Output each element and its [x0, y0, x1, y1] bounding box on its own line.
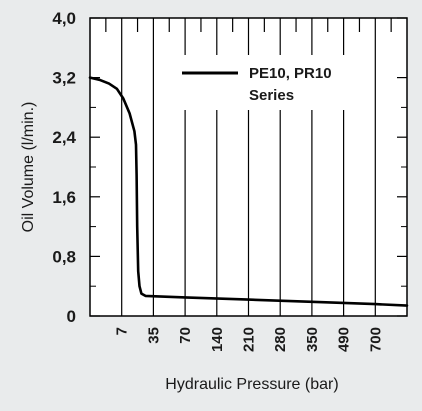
x-tick-label: 210 [241, 327, 258, 352]
y-tick-label: 3,2 [52, 69, 76, 88]
x-tick-label: 7 [114, 327, 131, 335]
x-tick-label: 70 [177, 327, 194, 344]
x-axis-ticks: 7 35 70 140 210 280 350 490 700 [114, 327, 385, 352]
plot-frame [89, 17, 408, 317]
y-tick-label: 2,4 [52, 128, 76, 147]
x-tick-label: 700 [367, 327, 384, 352]
y-tick-label: 4,0 [52, 9, 76, 28]
x-tick-label: 350 [304, 327, 321, 352]
legend: PE10, PR10 Series [173, 55, 363, 110]
legend-label-line-2: Series [249, 87, 294, 104]
y-tick-label: 1,6 [52, 188, 76, 207]
legend-box [173, 55, 363, 110]
x-axis-label: Hydraulic Pressure (bar) [165, 376, 338, 393]
x-tick-label: 280 [272, 327, 289, 352]
y-axis-ticks: 0 0,8 1,6 2,4 3,2 4,0 [52, 9, 76, 326]
series-line-0 [88, 76, 409, 307]
y-axis-label: Oil Volume (l/min.) [20, 102, 37, 233]
y-tick-label: 0,8 [52, 247, 76, 266]
x-tick-label: 140 [209, 327, 226, 352]
x-tick-label: 35 [145, 327, 162, 344]
legend-label-line-1: PE10, PR10 [249, 65, 332, 82]
x-tick-label: 490 [336, 327, 353, 352]
y-tick-label: 0 [67, 307, 76, 326]
